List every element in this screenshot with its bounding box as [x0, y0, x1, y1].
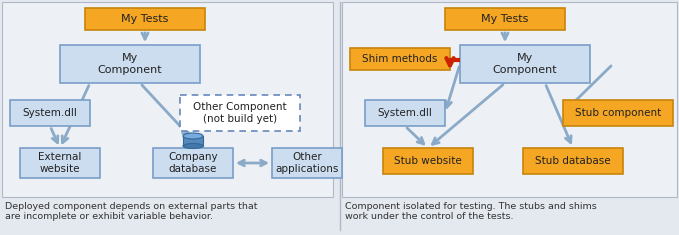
Text: Other Component
(not build yet): Other Component (not build yet) — [194, 102, 287, 124]
Text: Stub component: Stub component — [575, 108, 661, 118]
FancyBboxPatch shape — [350, 48, 450, 70]
FancyBboxPatch shape — [183, 136, 203, 146]
Text: System.dll: System.dll — [22, 108, 77, 118]
FancyBboxPatch shape — [153, 148, 233, 178]
FancyBboxPatch shape — [342, 2, 677, 197]
FancyBboxPatch shape — [445, 8, 565, 30]
FancyBboxPatch shape — [460, 45, 590, 83]
Text: Component isolated for testing. The stubs and shims
work under the control of th: Component isolated for testing. The stub… — [345, 202, 597, 221]
Text: Stub website: Stub website — [394, 156, 462, 166]
Text: Shim methods: Shim methods — [363, 54, 438, 64]
FancyBboxPatch shape — [2, 2, 333, 197]
Text: Other
applications: Other applications — [275, 152, 339, 174]
Text: Stub database: Stub database — [535, 156, 611, 166]
Text: My
Component: My Component — [493, 53, 557, 75]
FancyBboxPatch shape — [563, 100, 673, 126]
Text: External
website: External website — [38, 152, 81, 174]
Ellipse shape — [183, 133, 203, 139]
FancyBboxPatch shape — [20, 148, 100, 178]
FancyBboxPatch shape — [10, 100, 90, 126]
FancyBboxPatch shape — [272, 148, 342, 178]
FancyBboxPatch shape — [523, 148, 623, 174]
FancyBboxPatch shape — [383, 148, 473, 174]
FancyBboxPatch shape — [60, 45, 200, 83]
FancyBboxPatch shape — [85, 8, 205, 30]
Text: Company
database: Company database — [168, 152, 218, 174]
Text: My Tests: My Tests — [481, 14, 529, 24]
FancyBboxPatch shape — [365, 100, 445, 126]
FancyBboxPatch shape — [180, 95, 300, 131]
Text: My Tests: My Tests — [122, 14, 168, 24]
Text: Deployed component depends on external parts that
are incomplete or exhibit vari: Deployed component depends on external p… — [5, 202, 257, 221]
Text: System.dll: System.dll — [378, 108, 433, 118]
Text: My
Component: My Component — [98, 53, 162, 75]
Ellipse shape — [183, 144, 203, 149]
